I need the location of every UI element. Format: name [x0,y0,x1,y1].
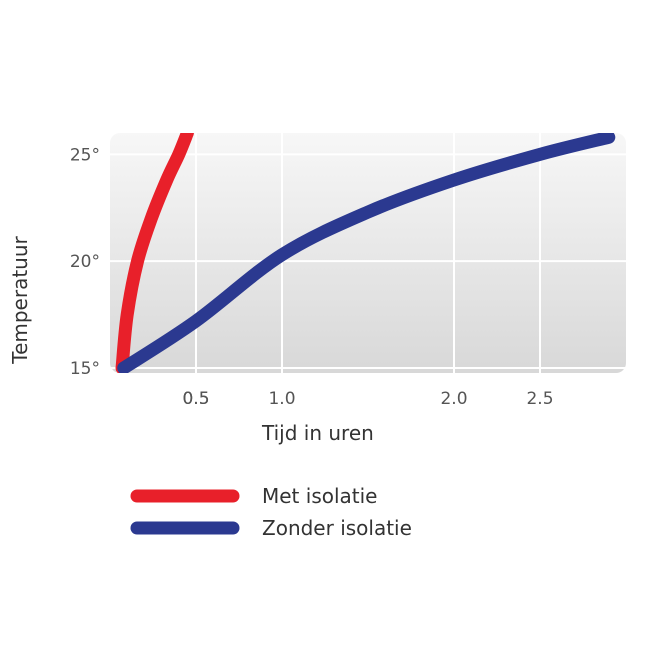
series-layer [115,133,616,373]
series-line [115,133,194,373]
x-tick-label: 2.5 [526,389,553,409]
series-line [117,133,616,373]
y-tick-label: 25° [70,145,100,165]
x-tick-label: 2.0 [440,389,467,409]
legend-label: Zonder isolatie [262,516,412,540]
x-tick-label: 0.5 [182,389,209,409]
y-tick-label: 20° [70,252,100,272]
x-tick-label: 0.5 [182,389,209,409]
plot-area [110,133,626,373]
y-tick-label: 15° [70,359,100,379]
legend-label: Met isolatie [262,484,378,508]
x-axis-label: Tijd in uren [261,421,374,445]
y-axis-label: Temperatuur [8,235,32,364]
x-tick-label: 1.0 [268,389,295,409]
